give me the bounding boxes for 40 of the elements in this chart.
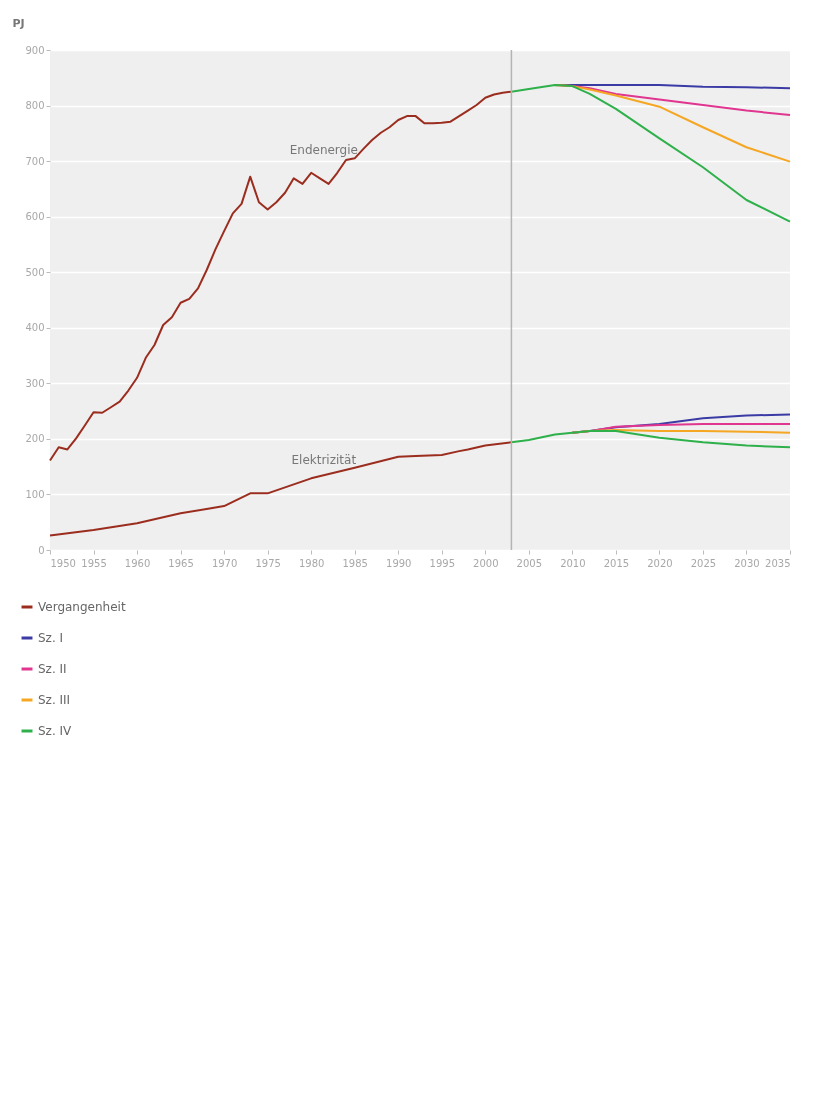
y-tick-label: 500 (25, 266, 45, 278)
y-tick-label: 200 (25, 433, 45, 445)
x-tick-label: 2020 (647, 557, 673, 569)
x-tick-label: 2035 (765, 557, 791, 569)
legend-label: Sz. II (38, 662, 67, 676)
legend-label: Sz. I (38, 631, 64, 645)
x-tick-label: 1980 (298, 557, 325, 569)
x-tick-label: 2005 (516, 557, 543, 569)
x-tick-label: 2030 (734, 557, 760, 569)
y-tick-label: 600 (25, 211, 45, 223)
x-tick-label: 1975 (255, 557, 281, 569)
annotation: Endenergie (289, 143, 358, 157)
line-series (49, 90, 513, 462)
x-tick-label: 2000 (473, 557, 499, 569)
line-series (510, 430, 791, 449)
x-tick-label: 1960 (124, 557, 151, 569)
legend-label: Sz. IV (38, 724, 73, 738)
x-tick-label: 1970 (211, 557, 238, 569)
x-tick-label: 1995 (429, 557, 455, 569)
annotation: Elektrizität (291, 453, 357, 467)
y-tick-label: 800 (25, 100, 45, 112)
x-tick-label: 2015 (603, 557, 630, 569)
y-axis-title: PJ (12, 16, 25, 30)
legend-label: Sz. III (38, 693, 71, 707)
line-series (510, 84, 791, 223)
line-series (49, 441, 513, 537)
x-tick-label: 1950 (50, 557, 76, 569)
x-tick-label: 1965 (168, 557, 194, 569)
x-tick-label: 1955 (81, 557, 107, 569)
y-tick-label: 0 (38, 544, 45, 556)
x-tick-label: 1990 (386, 557, 412, 569)
y-tick-label: 100 (25, 488, 45, 500)
y-tick-label: 300 (25, 377, 45, 389)
y-tick-label: 400 (25, 322, 45, 334)
x-tick-label: 2010 (560, 557, 586, 569)
x-tick-label: 1985 (342, 557, 368, 569)
y-tick-label: 700 (25, 155, 45, 167)
x-tick-label: 2025 (690, 557, 717, 569)
y-tick-label: 900 (25, 44, 45, 56)
legend-label: Vergangenheit (38, 600, 126, 614)
